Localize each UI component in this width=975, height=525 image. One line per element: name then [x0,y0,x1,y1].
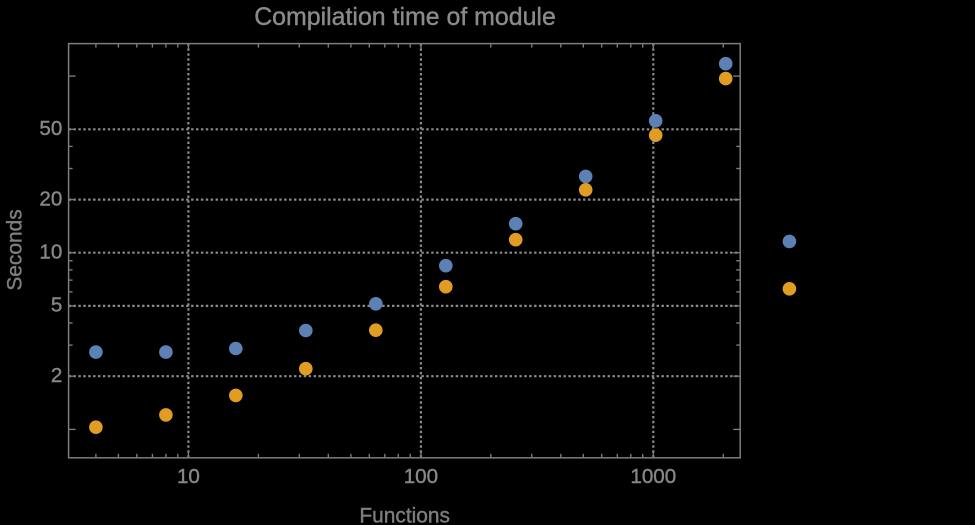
svg-text:Compilation time of module: Compilation time of module [254,3,556,31]
svg-text:2: 2 [51,364,62,387]
svg-text:1000: 1000 [630,465,676,488]
svg-text:5: 5 [51,294,62,317]
svg-text:10: 10 [177,465,200,488]
svg-text:100: 100 [404,465,438,488]
svg-text:20: 20 [39,187,62,210]
svg-text:10: 10 [39,240,62,263]
svg-text:Functions: Functions [359,504,450,525]
svg-text:Seconds: Seconds [4,209,27,290]
svg-text:50: 50 [39,117,62,140]
